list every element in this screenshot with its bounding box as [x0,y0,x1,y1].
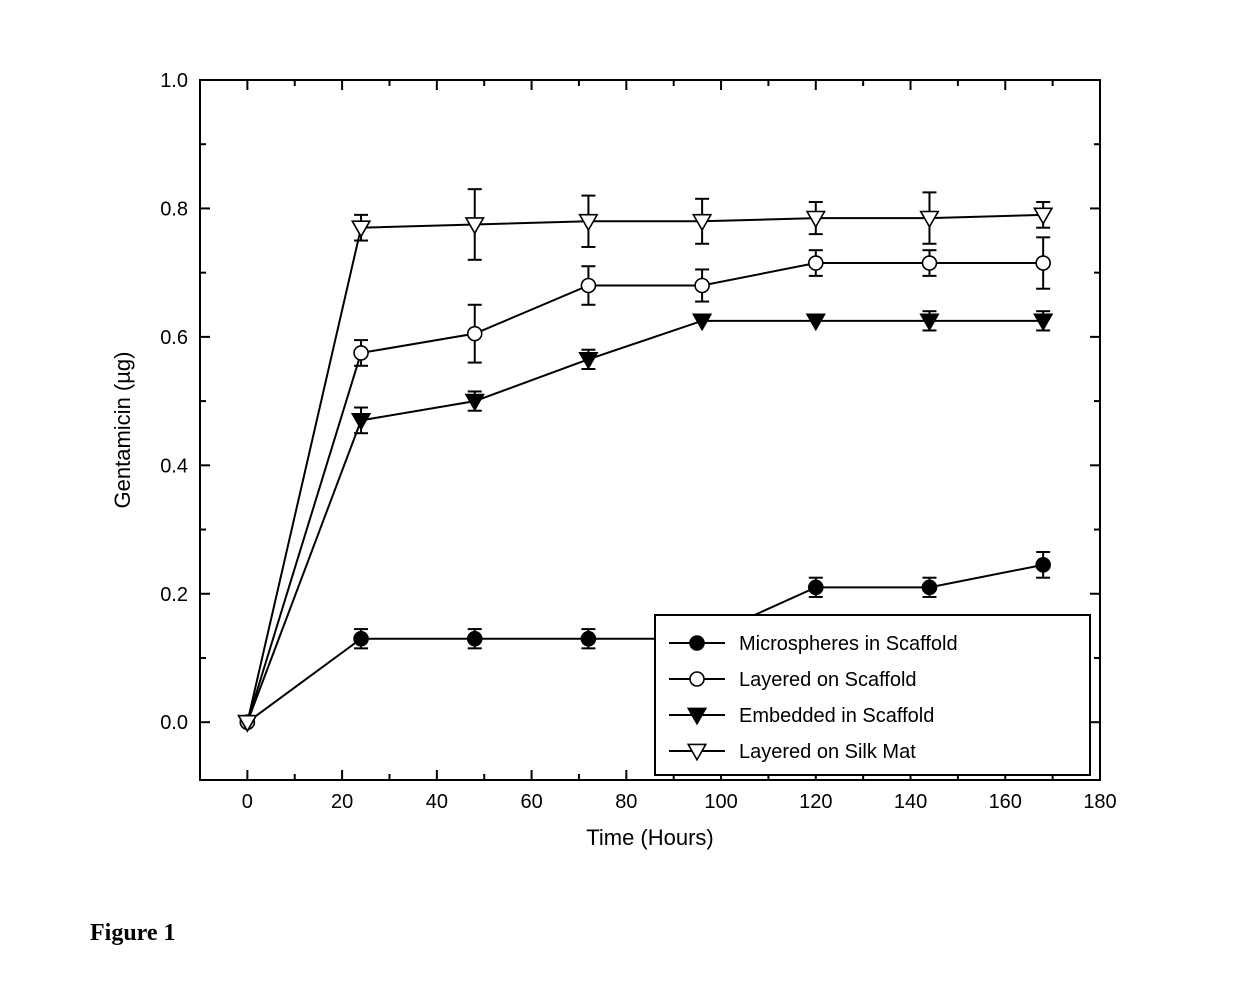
marker-circle [1036,558,1050,572]
legend-label: Embedded in Scaffold [739,705,934,727]
x-tick-label: 180 [1083,791,1116,813]
legend-label: Layered on Silk Mat [739,741,916,763]
legend-label: Layered on Scaffold [739,669,917,691]
marker-circle [809,256,823,270]
marker-circle [354,346,368,360]
legend: Microspheres in Scaffold Layered on Scaff… [655,615,1090,775]
y-tick-label: 0.2 [160,584,188,606]
marker-circle [354,632,368,646]
marker-circle [809,580,823,594]
marker-circle [468,327,482,341]
marker-circle [1036,256,1050,270]
y-tick-label: 0.6 [160,327,188,349]
marker-circle [922,256,936,270]
x-tick-label: 20 [331,791,353,813]
x-tick-label: 0 [242,791,253,813]
marker-circle [695,279,709,293]
x-tick-label: 140 [894,791,927,813]
marker-circle [581,632,595,646]
y-tick-label: 0.8 [160,198,188,220]
page: 0 20 40 60 80 100 120 140 160 180 0.0 0.2 0.4 0.6 0.8 1… [0,0,1240,1002]
marker-circle [468,632,482,646]
x-tick-label: 60 [520,791,542,813]
chart-svg: 0 20 40 60 80 100 120 140 160 180 0.0 0.2 0.4 0.6 0.8 1… [80,60,1150,890]
figure-caption: Figure 1 [90,920,176,947]
x-tick-label: 40 [426,791,448,813]
x-axis-label: Time (Hours) [586,825,714,850]
y-tick-label: 0.4 [160,455,188,477]
y-axis-label: Gentamicin (µg) [110,352,135,509]
chart-container: 0 20 40 60 80 100 120 140 160 180 0.0 0.2 0.4 0.6 0.8 1… [80,60,1150,895]
marker-circle [690,636,704,650]
y-tick-label: 1.0 [160,70,188,92]
legend-label: Microspheres in Scaffold [739,633,958,655]
x-tick-label: 160 [989,791,1022,813]
x-tick-label: 100 [704,791,737,813]
marker-circle [581,279,595,293]
marker-circle [922,580,936,594]
x-tick-label: 120 [799,791,832,813]
y-tick-label: 0.0 [160,712,188,734]
marker-circle [690,672,704,686]
x-tick-label: 80 [615,791,637,813]
